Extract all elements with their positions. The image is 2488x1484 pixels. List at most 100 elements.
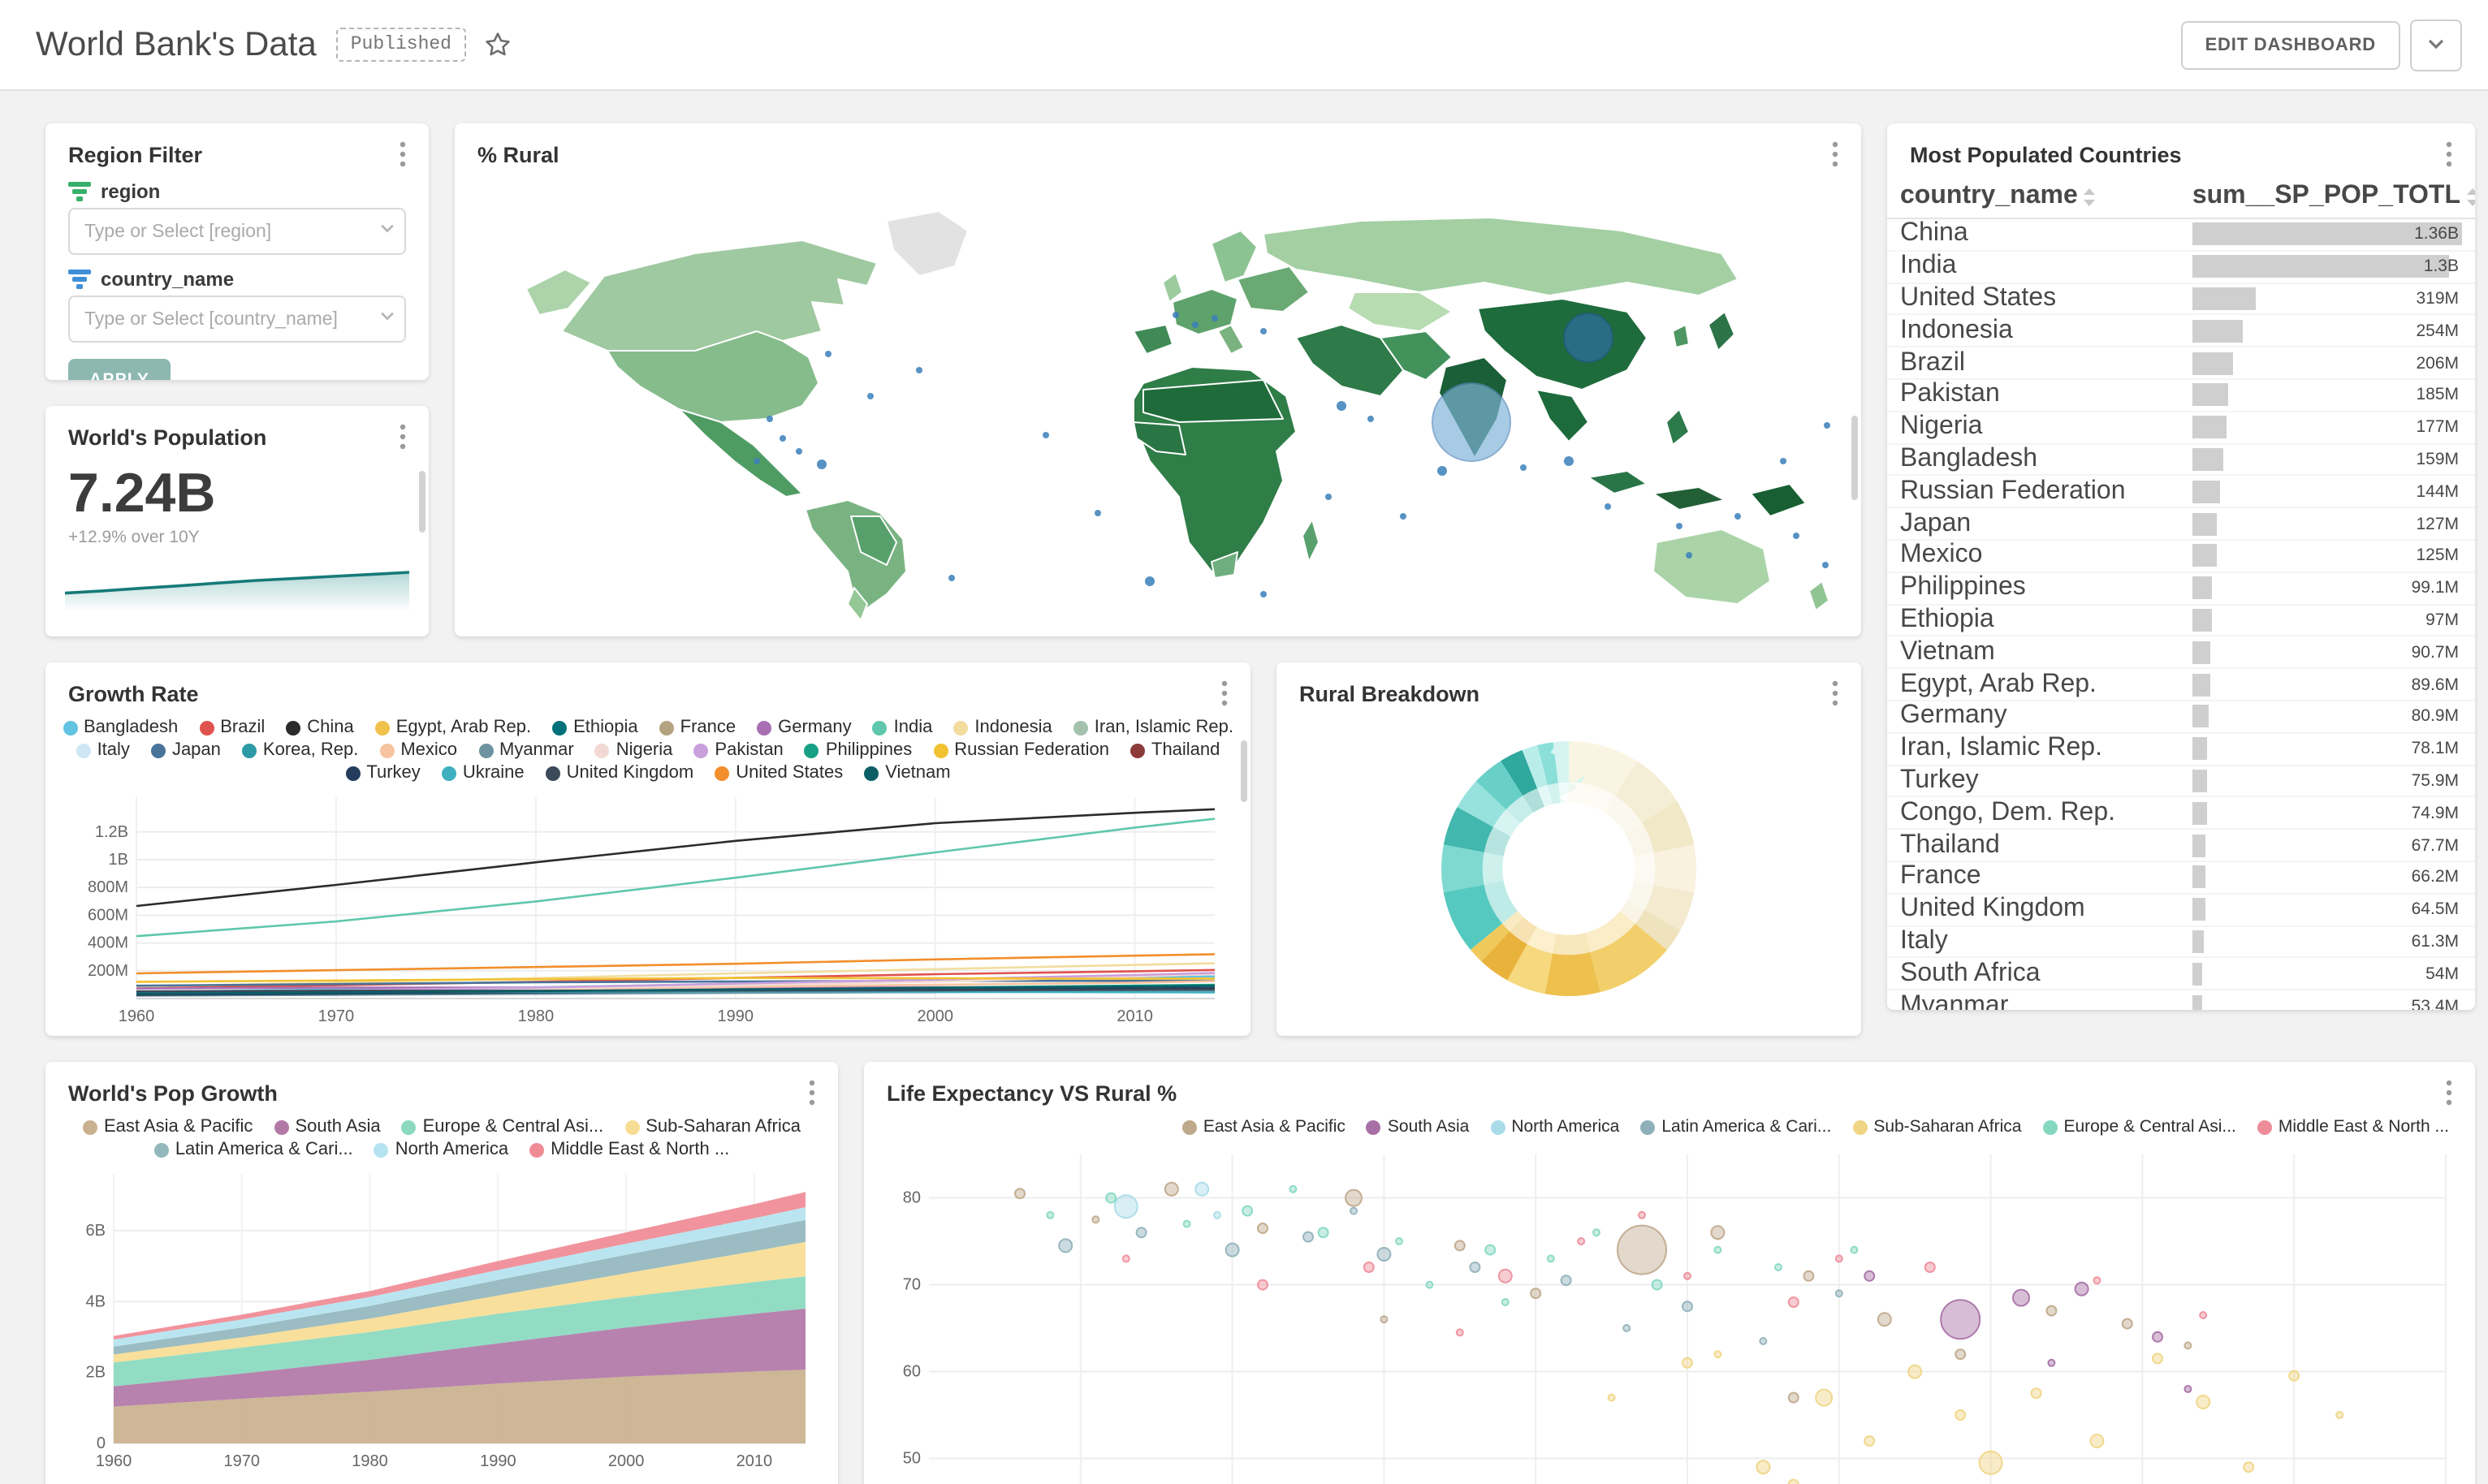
sort-icon: [2467, 188, 2475, 205]
scrollbar-thumb[interactable]: [419, 471, 425, 533]
legend-item[interactable]: Philippines: [804, 740, 912, 760]
legend-dot: [2257, 1119, 2272, 1134]
legend-dot: [153, 1142, 169, 1157]
kebab-menu-icon[interactable]: [1829, 677, 1842, 710]
legend-label: Pakistan: [715, 740, 784, 760]
svg-text:600M: 600M: [88, 906, 128, 924]
legend-item[interactable]: Latin America & Cari...: [1640, 1117, 1831, 1137]
legend-item[interactable]: United States: [715, 763, 843, 783]
value-bar: [2192, 383, 2229, 407]
country-cell: India: [1900, 252, 1957, 280]
legend-item[interactable]: Iran, Islamic Rep.: [1073, 718, 1233, 737]
pop-growth-area-chart[interactable]: 0 2B 4B 6B 1960 1970 1980 1990 2000 2010: [55, 1164, 819, 1473]
legend-item[interactable]: Pakistan: [693, 740, 784, 760]
star-icon: [486, 32, 510, 56]
legend-item[interactable]: North America: [374, 1140, 508, 1159]
rural-breakdown-donut-chart[interactable]: [1416, 716, 1721, 1021]
legend-item[interactable]: China: [286, 718, 354, 737]
legend-item[interactable]: Myanmar: [478, 740, 574, 760]
card-growth-rate: Growth Rate Bangladesh Brazil China Egypt, …: [45, 662, 1250, 1036]
kebab-menu-icon[interactable]: [1218, 677, 1231, 710]
value-text: 67.7M: [2411, 835, 2459, 856]
scrollbar-thumb[interactable]: [1851, 416, 1858, 500]
edit-dashboard-button[interactable]: EDIT DASHBOARD: [2180, 20, 2400, 69]
value-cell: 185M: [2192, 383, 2462, 407]
svg-text:400M: 400M: [88, 934, 128, 952]
legend-item[interactable]: Thailand: [1130, 740, 1220, 760]
dashboard-actions-caret-button[interactable]: [2410, 19, 2462, 71]
country-cell: Japan: [1900, 509, 1972, 537]
legend-item[interactable]: Italy: [76, 740, 130, 760]
legend-item[interactable]: Brazil: [199, 718, 265, 737]
legend-item[interactable]: Mexico: [379, 740, 457, 760]
legend-item[interactable]: Sub-Saharan Africa: [1852, 1117, 2021, 1137]
legend-item[interactable]: Europe & Central Asi...: [401, 1117, 603, 1137]
legend-item[interactable]: United Kingdom: [545, 763, 693, 783]
legend-item[interactable]: Bangladesh: [63, 718, 178, 737]
legend-item[interactable]: Egypt, Arab Rep.: [374, 718, 531, 737]
legend-item[interactable]: Germany: [757, 718, 852, 737]
legend-item[interactable]: Turkey: [345, 763, 421, 783]
value-text: 61.3M: [2411, 931, 2459, 951]
legend-dot: [374, 1142, 389, 1157]
card-most-populated: Most Populated Countries country_name sum…: [1887, 123, 2475, 1010]
country-cell: Philippines: [1900, 573, 2026, 602]
country-cell: Thailand: [1900, 830, 2000, 859]
legend-item[interactable]: Latin America & Cari...: [153, 1140, 353, 1159]
kebab-menu-icon[interactable]: [2443, 1076, 2456, 1109]
svg-text:1970: 1970: [224, 1452, 261, 1470]
table-sort-header[interactable]: country_name: [1900, 182, 2192, 211]
legend-label: Ethiopia: [573, 718, 638, 737]
legend-label: Latin America & Cari...: [175, 1140, 353, 1159]
country-name-select-input[interactable]: [68, 296, 406, 343]
kebab-menu-icon[interactable]: [396, 421, 409, 453]
kebab-menu-icon[interactable]: [2443, 138, 2456, 170]
legend-item[interactable]: Europe & Central Asi...: [2042, 1117, 2236, 1137]
legend-item[interactable]: Russian Federation: [933, 740, 1109, 760]
legend-item[interactable]: Indonesia: [953, 718, 1052, 737]
apply-filter-button[interactable]: APPLY: [68, 359, 171, 380]
value-cell: 67.7M: [2192, 834, 2462, 857]
scrollbar-thumb[interactable]: [1241, 740, 1247, 802]
country-cell: Indonesia: [1900, 316, 2013, 344]
legend-item[interactable]: South Asia: [274, 1117, 381, 1137]
country-cell: Vietnam: [1900, 637, 1995, 666]
legend-item[interactable]: Japan: [150, 740, 221, 760]
legend-item[interactable]: East Asia & Pacific: [1181, 1117, 1346, 1137]
legend-item[interactable]: East Asia & Pacific: [83, 1117, 253, 1137]
value-text: 185M: [2416, 385, 2459, 405]
kebab-menu-icon[interactable]: [396, 138, 409, 170]
value-text: 99.1M: [2411, 578, 2459, 598]
svg-text:1960: 1960: [119, 1007, 155, 1025]
world-choropleth-map[interactable]: [455, 177, 1861, 628]
growth-rate-line-chart[interactable]: 1960 1970 1980 1990 2000 2010 200M 400M 600M 800M…: [62, 787, 1228, 1028]
legend-item[interactable]: India: [872, 718, 932, 737]
legend-item[interactable]: Ukraine: [441, 763, 525, 783]
kebab-menu-icon[interactable]: [1829, 138, 1842, 170]
legend-item[interactable]: Vietnam: [864, 763, 951, 783]
value-cell: 97M: [2192, 608, 2462, 632]
value-bar: [2192, 673, 2210, 697]
population-sparkline-chart[interactable]: [64, 560, 410, 612]
value-bar: [2192, 834, 2206, 857]
growth-rate-legend: Bangladesh Brazil China Egypt, Arab Rep. Eth…: [45, 716, 1250, 787]
region-select-input[interactable]: [68, 208, 406, 255]
legend-item[interactable]: South Asia: [1366, 1117, 1469, 1137]
legend-item[interactable]: Sub-Saharan Africa: [624, 1117, 801, 1137]
legend-item[interactable]: Korea, Rep.: [241, 740, 358, 760]
value-text: 75.9M: [2411, 770, 2459, 791]
table-sort-header[interactable]: sum__SP_POP_TOTL: [2192, 182, 2475, 211]
table-row: Ethiopia 97M: [1887, 605, 2475, 637]
legend-item[interactable]: Middle East & North ...: [529, 1140, 729, 1159]
kebab-menu-icon[interactable]: [806, 1076, 819, 1109]
legend-item[interactable]: North America: [1490, 1117, 1619, 1137]
legend-item[interactable]: Ethiopia: [552, 718, 638, 737]
chevron-down-icon: [2428, 39, 2444, 50]
life-expectancy-scatter-chart[interactable]: 10203040506070809010050607080: [874, 1141, 2459, 1484]
legend-label: Mexico: [400, 740, 457, 760]
legend-item[interactable]: Middle East & North ...: [2257, 1117, 2449, 1137]
legend-item[interactable]: Nigeria: [594, 740, 672, 760]
card-title: World's Population: [68, 425, 267, 449]
favorite-star-button[interactable]: [482, 29, 513, 60]
legend-item[interactable]: France: [659, 718, 736, 737]
